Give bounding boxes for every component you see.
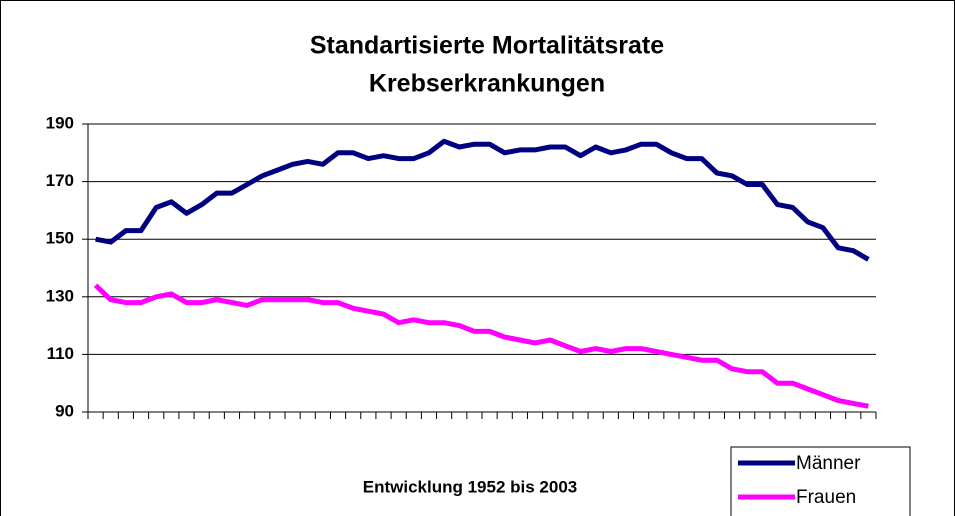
y-tick-label: 110 xyxy=(47,344,74,363)
x-axis-label: Entwicklung 1952 bis 2003 xyxy=(363,477,577,496)
series-line xyxy=(95,138,870,262)
y-tick-label: 190 xyxy=(46,113,74,132)
legend-label: Männer xyxy=(796,453,861,474)
legend-box xyxy=(730,446,911,516)
series-line xyxy=(93,283,869,409)
y-tick-label: 130 xyxy=(46,286,74,305)
legend-label: Frauen xyxy=(796,487,856,508)
y-tick-label: 150 xyxy=(46,229,74,248)
chart-title: Standartisierte Mortalitätsrate xyxy=(310,32,664,60)
y-tick-label: 90 xyxy=(55,401,74,420)
y-tick-label: 170 xyxy=(46,171,74,190)
chart-subtitle: Krebserkrankungen xyxy=(369,70,605,98)
